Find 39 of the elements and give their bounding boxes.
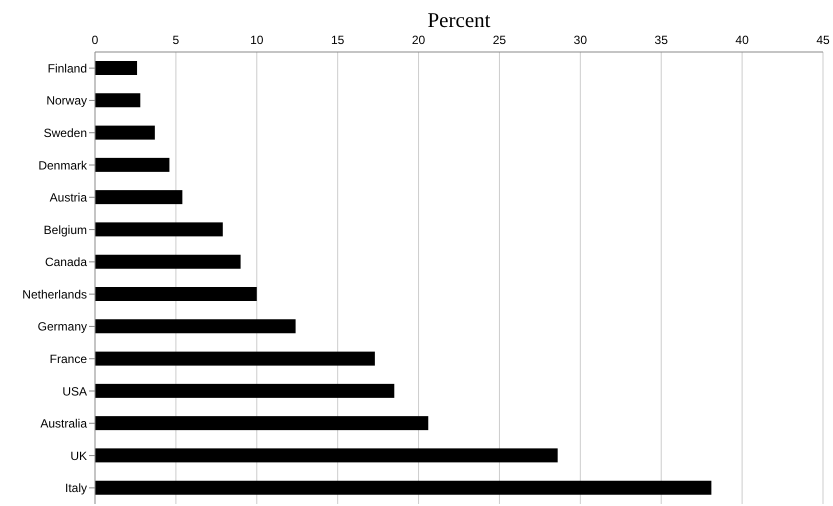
bar: [95, 190, 182, 204]
y-tick-label: Australia: [40, 416, 88, 431]
y-tick-label: USA: [62, 384, 87, 398]
y-tick-label: France: [50, 352, 88, 366]
bar: [95, 319, 296, 334]
bar: [95, 448, 558, 462]
x-tick-label: 35: [654, 33, 668, 47]
x-tick-label: 30: [574, 33, 588, 47]
x-axis-title: Percent: [428, 8, 491, 32]
bar: [95, 480, 712, 495]
bar: [95, 158, 170, 172]
bar: [95, 61, 138, 75]
x-tick-label: 20: [412, 33, 426, 47]
y-tick-label: UK: [70, 448, 87, 463]
x-tick-label: 5: [172, 33, 180, 47]
bar: [95, 222, 223, 236]
bar: [95, 93, 140, 108]
bar: [95, 287, 257, 301]
x-tick-label: 10: [250, 33, 264, 47]
bar: [95, 352, 375, 366]
y-tick-label: Netherlands: [22, 287, 87, 302]
y-tick-label: Belgium: [44, 222, 87, 237]
y-tick-label: Sweden: [44, 126, 87, 140]
x-tick-label: 40: [735, 33, 750, 47]
x-tick-label: 25: [492, 33, 506, 47]
x-tick-label: 15: [330, 33, 345, 47]
y-tick-label: Germany: [38, 320, 87, 334]
x-tick-label: 0: [92, 33, 99, 47]
y-tick-label: Finland: [48, 61, 87, 76]
x-tick-label: 45: [816, 33, 830, 47]
bar: [95, 126, 155, 140]
y-tick-label: Denmark: [38, 158, 88, 172]
y-tick-label: Norway: [46, 94, 87, 108]
bar: [95, 416, 428, 430]
y-tick-label: Italy: [64, 481, 87, 496]
y-tick-label: Austria: [50, 190, 88, 205]
y-tick-label: Canada: [44, 255, 88, 270]
bar: [95, 254, 241, 269]
bar: [95, 384, 394, 398]
